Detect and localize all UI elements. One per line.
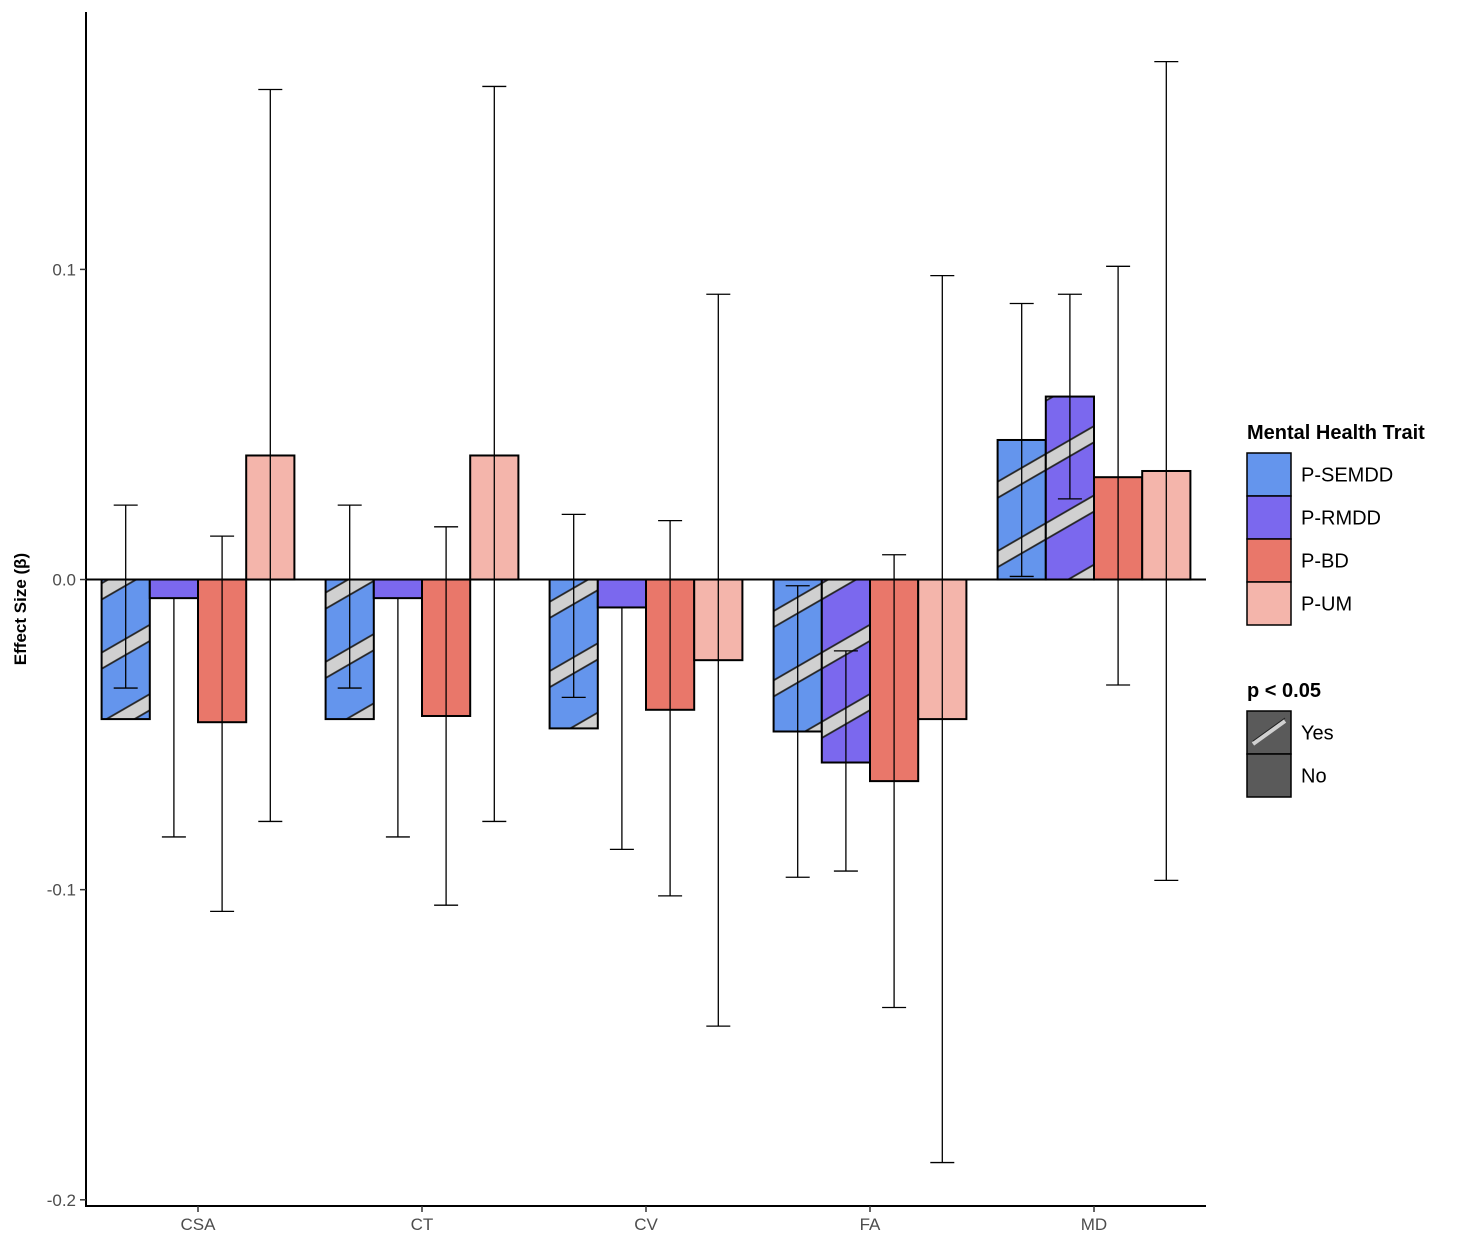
error-bar-ct-p-rmdd: [385, 597, 410, 838]
legend-label-yes: Yes: [1301, 723, 1334, 745]
error-bar-csa-p-bd: [210, 535, 235, 913]
bars-layer: [100, 395, 1192, 783]
error-bar-md-p-rmdd: [1057, 293, 1082, 500]
x-tick-label-ct: CT: [411, 1215, 434, 1234]
error-bar-csa-p-um: [258, 88, 283, 823]
legend: Mental Health Trait P-SEMDD P-RMDD P-BD P-UM…: [1246, 422, 1425, 798]
error-bar-md-p-semdd: [1009, 302, 1034, 578]
legend-title-significance: p < 0.05: [1247, 680, 1321, 702]
error-bars-layer: [113, 60, 1179, 1164]
y-tick-label: 0.0: [52, 571, 76, 590]
error-bar-cv-p-semdd: [561, 513, 586, 699]
legend-key-p-semdd: [1246, 452, 1292, 497]
bar-fill: [149, 579, 198, 599]
bar-fill: [373, 579, 422, 599]
bar-fill: [597, 579, 646, 608]
axes-layer: -0.2 -0.1 0.0 0.1 CSA CT CV FA MD Effect Size (β): [11, 12, 1206, 1234]
legend-key-p-rmdd: [1246, 495, 1292, 540]
legend-key-p-um: [1246, 581, 1292, 626]
y-axis-title: Effect Size (β): [11, 553, 30, 665]
x-tick-label-csa: CSA: [181, 1215, 217, 1234]
error-bar-fa-p-bd: [882, 554, 907, 1009]
legend-key-p-bd: [1246, 538, 1292, 583]
legend-hatch-edge: [1252, 717, 1286, 742]
y-tick-label: -0.1: [47, 881, 76, 900]
error-bar-csa-p-rmdd: [161, 597, 186, 838]
legend-label-p-semdd: P-SEMDD: [1301, 465, 1393, 487]
error-bar-cv-p-rmdd: [609, 606, 634, 851]
error-bar-fa-p-um: [930, 274, 955, 1164]
error-bar-csa-p-semdd: [113, 504, 138, 689]
error-bar-ct-p-bd: [434, 526, 459, 906]
error-bar-md-p-um: [1154, 60, 1179, 882]
legend-title-trait: Mental Health Trait: [1247, 422, 1425, 444]
legend-label-p-um: P-UM: [1301, 594, 1352, 616]
error-bar-fa-p-rmdd: [833, 650, 858, 872]
legend-label-p-bd: P-BD: [1301, 551, 1349, 573]
bar-csa-p-rmdd: [148, 578, 200, 600]
y-tick-label: -0.2: [47, 1191, 76, 1210]
error-bar-ct-p-semdd: [337, 504, 362, 689]
x-tick-label-fa: FA: [860, 1215, 881, 1234]
x-tick-label-md: MD: [1081, 1215, 1107, 1234]
legend-label-no: No: [1301, 766, 1327, 788]
error-bar-cv-p-um: [706, 293, 731, 1027]
legend-hatch-stripe: [1251, 719, 1287, 746]
legend-label-p-rmdd: P-RMDD: [1301, 508, 1381, 530]
bar-cv-p-rmdd: [596, 578, 647, 609]
error-bar-md-p-bd: [1106, 265, 1131, 686]
error-bar-cv-p-bd: [658, 519, 683, 897]
error-bar-ct-p-um: [482, 85, 507, 823]
error-bar-fa-p-semdd: [785, 585, 810, 878]
y-tick-label: 0.1: [52, 260, 76, 279]
legend-key-no: [1246, 753, 1292, 798]
bar-ct-p-rmdd: [372, 578, 423, 600]
x-tick-label-cv: CV: [634, 1215, 658, 1234]
